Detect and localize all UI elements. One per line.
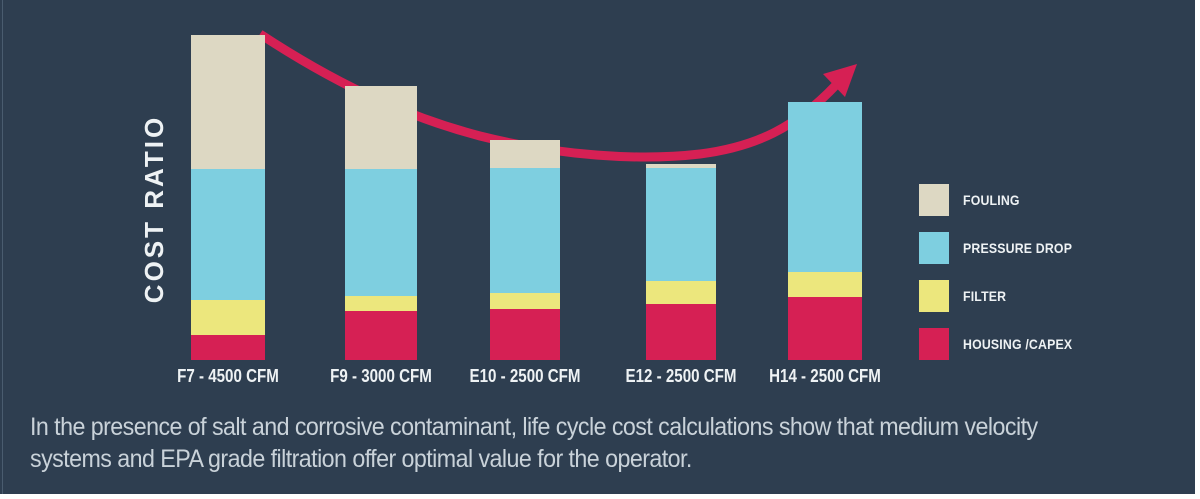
bar-segment-filter — [788, 272, 862, 297]
stacked-bar-f9-3000-cfm — [345, 86, 417, 360]
bar-segment-pressure-drop — [345, 169, 417, 296]
bar-segment-housing-capex — [490, 309, 560, 360]
bar-segment-pressure-drop — [490, 168, 560, 293]
bar-segment-filter — [345, 296, 417, 311]
legend-swatch-filter — [919, 280, 949, 312]
stacked-bar-e12-2500-cfm — [646, 164, 716, 360]
bar-segment-fouling — [646, 164, 716, 168]
legend-label-housing-capex: HOUSING /CAPEX — [963, 336, 1073, 352]
category-label-f7-4500-cfm: F7 - 4500 CFM — [177, 366, 279, 386]
bar-segment-housing-capex — [788, 297, 862, 360]
caption-line-2: systems and EPA grade filtration offer o… — [30, 445, 692, 473]
legend-item-pressure-drop: PRESSURE DROP — [919, 232, 1087, 264]
bar-segment-housing-capex — [646, 304, 716, 360]
left-edge-divider — [2, 0, 3, 494]
category-label-h14-2500-cfm: H14 - 2500 CFM — [769, 366, 881, 386]
bar-segment-filter — [191, 300, 265, 335]
legend-item-fouling: FOULING — [919, 184, 1087, 216]
bar-segment-pressure-drop — [646, 168, 716, 281]
stacked-bar-e10-2500-cfm — [490, 140, 560, 360]
legend-swatch-fouling — [919, 184, 949, 216]
bar-segment-fouling — [490, 140, 560, 168]
legend-swatch-pressure-drop — [919, 232, 949, 264]
category-label-e12-2500-cfm: E12 - 2500 CFM — [625, 366, 737, 386]
bar-segment-filter — [646, 281, 716, 304]
category-label-e10-2500-cfm: E10 - 2500 CFM — [469, 366, 581, 386]
legend: FOULING PRESSURE DROP FILTER HOUSING /CAPEX — [919, 184, 1087, 376]
caption: In the presence of salt and corrosive co… — [30, 411, 1113, 475]
legend-label-fouling: FOULING — [963, 192, 1020, 208]
bar-segment-housing-capex — [345, 311, 417, 360]
legend-item-filter: FILTER — [919, 280, 1087, 312]
legend-label-filter: FILTER — [963, 288, 1007, 304]
bar-segment-pressure-drop — [788, 102, 862, 272]
caption-line-1: In the presence of salt and corrosive co… — [30, 413, 1038, 441]
legend-swatch-housing-capex — [919, 328, 949, 360]
legend-label-pressure-drop: PRESSURE DROP — [963, 240, 1073, 256]
category-label-f9-3000-cfm: F9 - 3000 CFM — [330, 366, 432, 386]
bar-segment-fouling — [191, 35, 265, 169]
stacked-bar-f7-4500-cfm — [191, 35, 265, 360]
bar-segment-filter — [490, 293, 560, 309]
stacked-bar-h14-2500-cfm — [788, 102, 862, 360]
arrowhead-icon — [823, 64, 857, 97]
bar-segment-fouling — [345, 86, 417, 169]
legend-item-housing-capex: HOUSING /CAPEX — [919, 328, 1087, 360]
bar-segment-housing-capex — [191, 335, 265, 360]
bar-segment-pressure-drop — [191, 169, 265, 300]
